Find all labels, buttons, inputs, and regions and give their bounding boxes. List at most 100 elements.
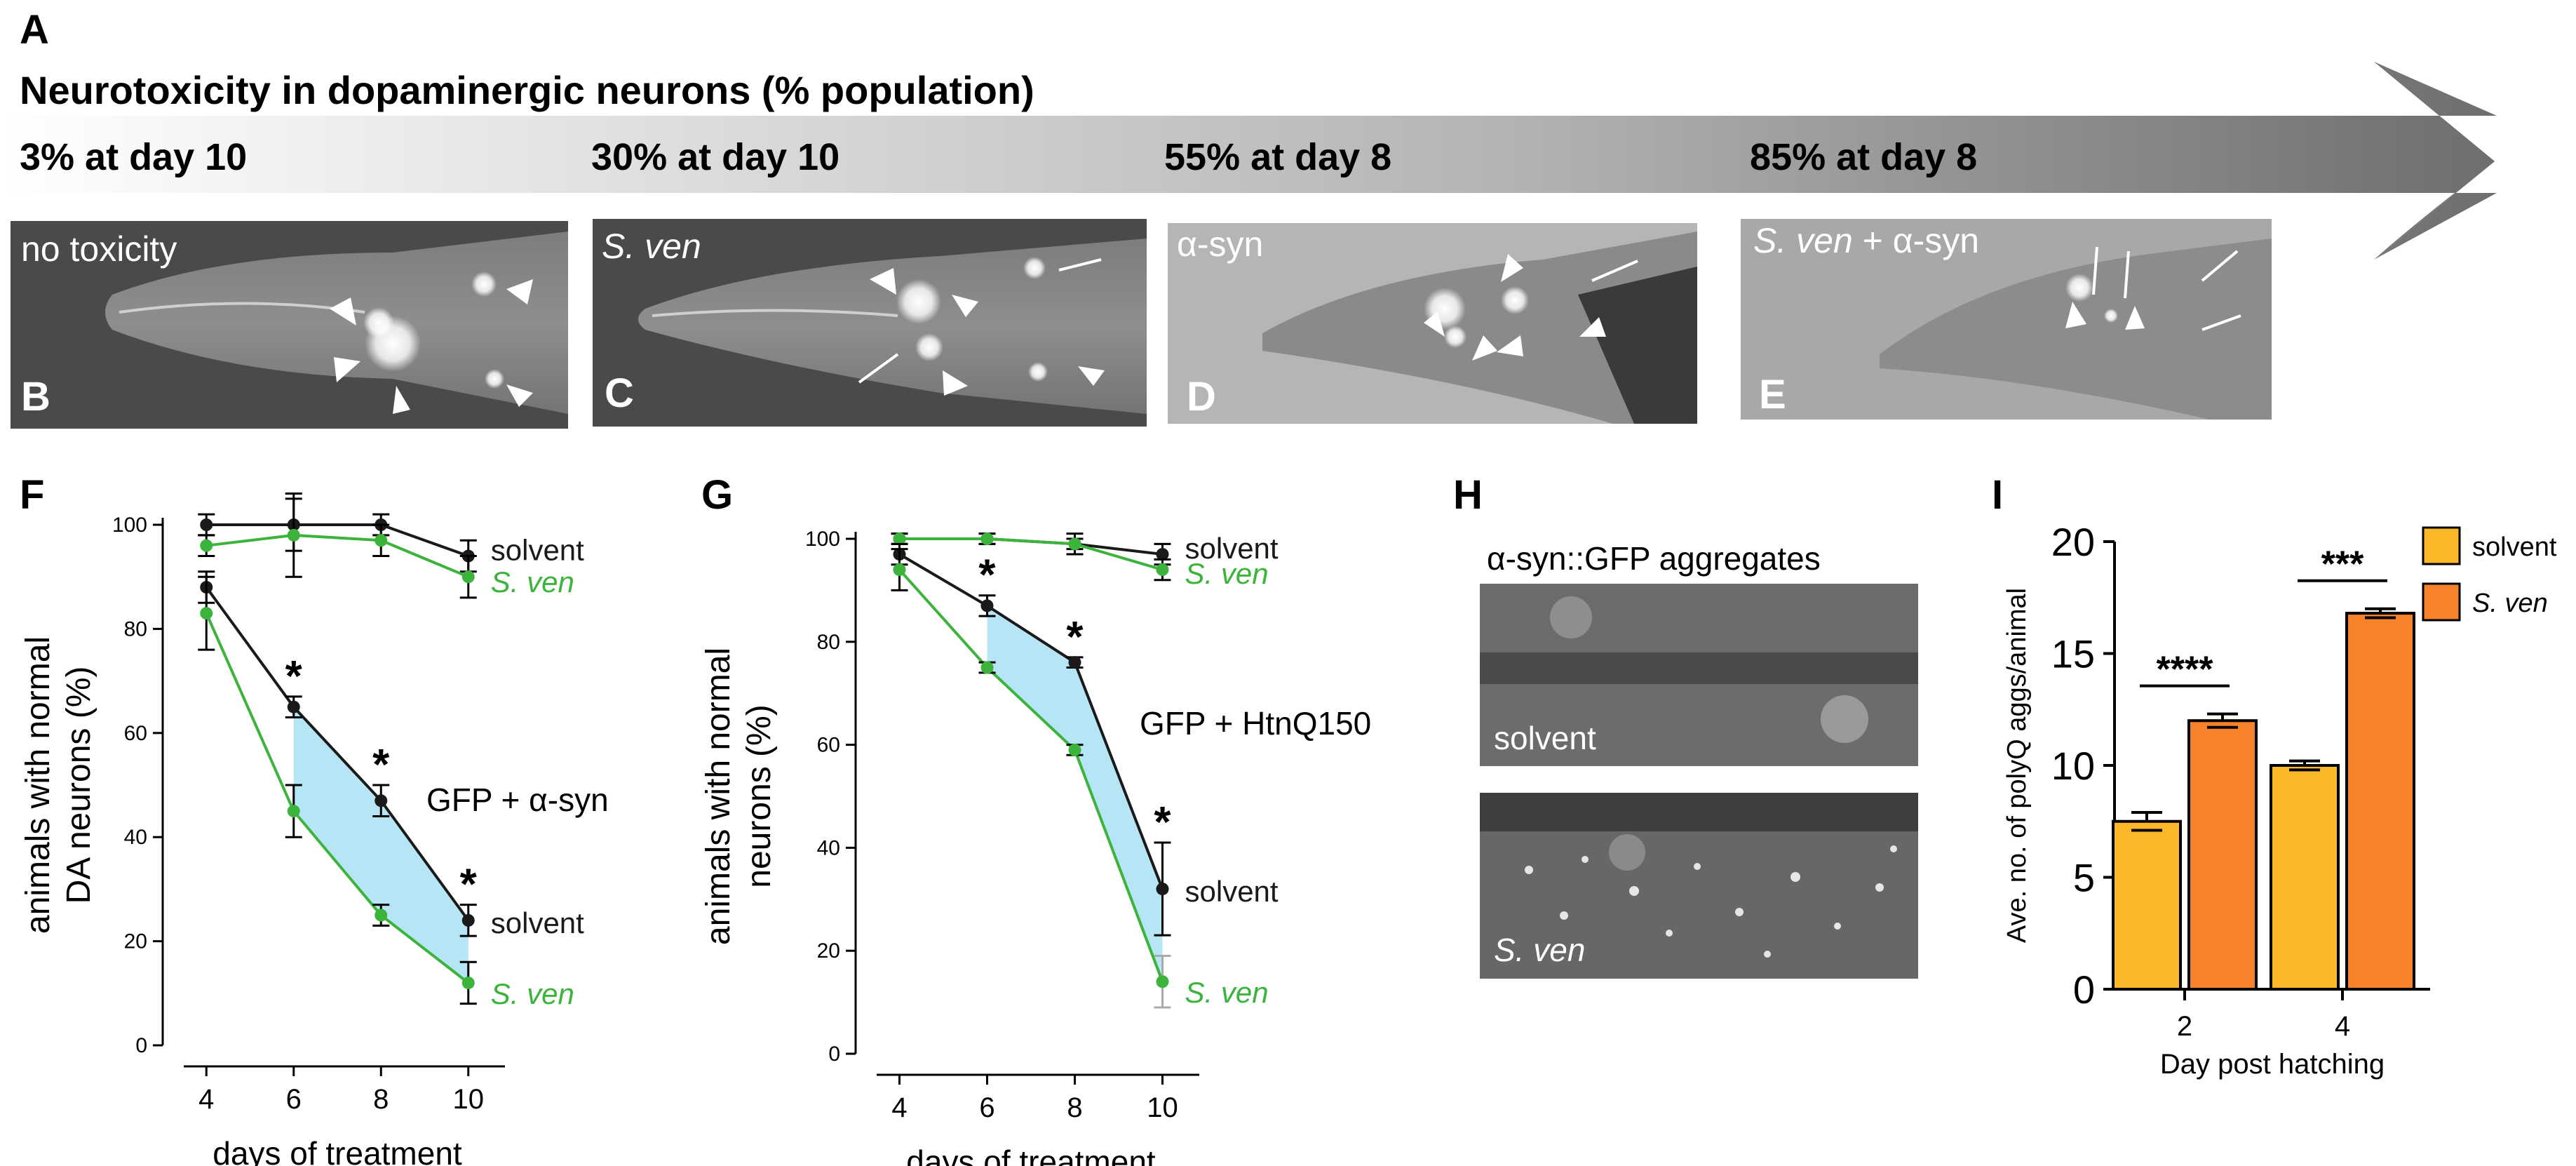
neuron-e-2 <box>2104 309 2118 323</box>
x-axis-label: Day post hatching <box>2160 1049 2385 1080</box>
micrograph-e-label: S. ven + α-syn <box>1753 221 1979 260</box>
neuron-c-3 <box>1023 257 1046 279</box>
worm-body-d <box>1262 232 1697 424</box>
neuron-c-2 <box>915 333 943 361</box>
panel-a-letter: A <box>20 7 49 53</box>
bar <box>2187 719 2258 991</box>
legend-swatch <box>2422 526 2461 565</box>
x-axis-label: days of treatment <box>213 1135 462 1166</box>
series-line-2 <box>898 553 1164 890</box>
data-point <box>1156 563 1169 577</box>
worm-pharynx-c <box>652 309 898 317</box>
stage-label-2: 30% at day 10 <box>591 136 839 178</box>
data-point <box>1068 537 1081 551</box>
series-end-label: solvent <box>491 534 584 567</box>
panel-h-label-solvent: solvent <box>1494 720 1596 756</box>
legend-swatch <box>2422 582 2461 622</box>
neuron-d-3 <box>1444 326 1466 348</box>
neuron-b-3 <box>471 272 497 297</box>
panel-g-letter: G <box>701 472 733 518</box>
data-point <box>287 805 300 818</box>
group-label: GFP + α-syn <box>426 782 609 818</box>
significance-asterisk: * <box>1066 613 1084 662</box>
x-tick-label: 10 <box>453 1084 485 1115</box>
micrograph-d-letter: D <box>1187 374 1216 420</box>
data-point <box>1156 883 1169 896</box>
data-point <box>375 794 388 808</box>
micrograph-d-label: α-syn <box>1177 225 1263 264</box>
x-tick-label: 8 <box>373 1084 389 1115</box>
shaded-difference-region <box>987 605 1163 982</box>
neuron-cluster-c <box>896 279 941 324</box>
panel-h-title: α-syn::GFP aggregates <box>1487 540 1821 577</box>
panel-i-chart: I 0 5 10 15 20 Ave. no. of polyQ aggs/animal 2… <box>1992 472 2557 1080</box>
significance-asterisk: * <box>285 652 303 701</box>
series-end-label: solvent <box>1185 532 1279 565</box>
arrows-d <box>1591 260 1638 282</box>
series-end-label: S. ven <box>1185 557 1269 590</box>
panel-i-letter: I <box>1992 472 2003 518</box>
significance-stars: **** <box>2157 650 2214 690</box>
arrowheads-c <box>870 268 1105 396</box>
neuron-b-4 <box>485 369 504 389</box>
data-point <box>1068 656 1081 669</box>
y-tick-label: 80 <box>817 631 840 654</box>
y-axis-label: neurons (%) <box>741 704 778 887</box>
data-point <box>980 532 994 545</box>
aggregate-dots-sven <box>1525 845 1897 958</box>
panel-h-label-sven: S. ven <box>1494 932 1585 968</box>
y-axis-label: animals with normal <box>20 636 57 934</box>
micrograph-b-label: no toxicity <box>21 229 177 269</box>
data-point <box>200 539 213 552</box>
series-line-0 <box>206 523 469 558</box>
bar <box>2345 612 2415 991</box>
panel-h-letter: H <box>1453 472 1483 518</box>
y-axis-label: Ave. no. of polyQ aggs/animal <box>2002 588 2032 943</box>
stage-label-1: 3% at day 10 <box>20 136 247 178</box>
micrograph-e-letter: E <box>1759 372 1786 417</box>
x-tick-label: 2 <box>2177 1011 2192 1042</box>
y-axis-label: DA neurons (%) <box>60 666 97 904</box>
worm-body-c <box>638 239 1147 414</box>
y-tick-label: 20 <box>2051 520 2095 564</box>
neuron-c-4 <box>1028 362 1048 382</box>
x-tick-label: 4 <box>891 1092 907 1123</box>
data-point <box>461 570 475 584</box>
significance-asterisk: * <box>460 861 478 909</box>
y-tick-label: 100 <box>112 514 147 537</box>
series-line-1 <box>206 533 469 579</box>
micrograph-d: α-syn D <box>1168 223 1697 424</box>
panel-a-title: Neurotoxicity in dopaminergic neurons (%… <box>20 68 1034 112</box>
series-end-label: solvent <box>491 906 584 939</box>
y-tick-label: 60 <box>817 734 840 757</box>
data-point <box>375 909 388 922</box>
significance-stars: *** <box>2321 544 2364 585</box>
legend-label: S. ven <box>2472 589 2548 618</box>
stage-label-4: 85% at day 8 <box>1750 136 1977 178</box>
y-tick-label: 40 <box>124 826 147 849</box>
significance-asterisk: * <box>1154 798 1171 847</box>
aggregate-image-solvent-band <box>1480 652 1918 684</box>
micrograph-b: no toxicity B <box>11 221 568 429</box>
series-end-label: S. ven <box>1185 976 1269 1009</box>
micrograph-b-letter: B <box>21 374 50 420</box>
micrograph-c-letter: C <box>605 370 634 416</box>
y-tick-label: 60 <box>124 722 147 745</box>
x-tick-label: 6 <box>979 1092 994 1123</box>
neuron-cluster-e <box>2065 274 2093 302</box>
y-tick-label: 0 <box>828 1043 840 1066</box>
x-tick-label: 10 <box>1147 1092 1178 1123</box>
data-point <box>287 700 300 713</box>
data-point <box>461 976 475 989</box>
data-point <box>1068 743 1081 756</box>
series-line-3 <box>898 568 1164 982</box>
aggregate-solvent-cell-2 <box>1550 596 1592 638</box>
series-end-label: solvent <box>1185 875 1279 908</box>
panel-g-chart: G 0 20 40 60 80 100 4 6 8 10 days of treatment anim… <box>700 472 1371 1166</box>
shaded-difference-region <box>293 706 468 983</box>
data-point <box>200 518 213 531</box>
series-line-1 <box>899 537 1164 571</box>
stage-label-3: 55% at day 8 <box>1164 136 1391 178</box>
micrograph-c-label: S. ven <box>602 227 701 266</box>
arrows-e <box>2092 246 2241 331</box>
